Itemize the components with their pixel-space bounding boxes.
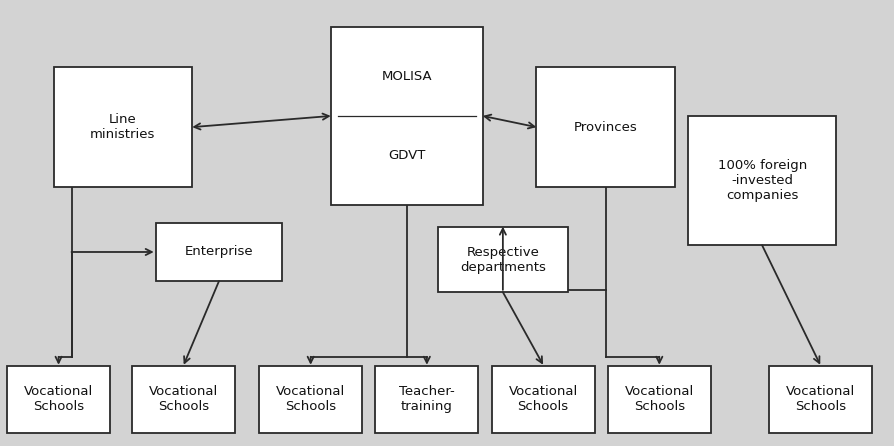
FancyBboxPatch shape [331,27,483,205]
FancyBboxPatch shape [259,366,362,433]
Text: Line
ministries: Line ministries [90,113,156,141]
FancyBboxPatch shape [156,223,282,281]
FancyArrowPatch shape [502,292,542,363]
FancyBboxPatch shape [769,366,872,433]
FancyArrowPatch shape [485,115,535,128]
FancyArrowPatch shape [656,357,662,363]
FancyArrowPatch shape [55,357,62,363]
FancyBboxPatch shape [608,366,711,433]
Text: Vocational
Schools: Vocational Schools [149,385,218,413]
FancyBboxPatch shape [132,366,235,433]
Text: 100% foreign
-invested
companies: 100% foreign -invested companies [718,159,806,202]
FancyBboxPatch shape [438,227,568,292]
FancyBboxPatch shape [7,366,110,433]
Text: Provinces: Provinces [574,120,637,134]
FancyArrowPatch shape [762,245,820,363]
FancyBboxPatch shape [54,67,192,187]
Text: Vocational
Schools: Vocational Schools [625,385,694,413]
FancyArrowPatch shape [424,357,430,363]
FancyBboxPatch shape [492,366,595,433]
Text: Vocational
Schools: Vocational Schools [276,385,345,413]
FancyArrowPatch shape [308,357,314,363]
Text: MOLISA: MOLISA [382,70,432,83]
Text: GDVT: GDVT [388,149,426,162]
FancyBboxPatch shape [536,67,675,187]
FancyArrowPatch shape [500,229,506,290]
Text: Vocational
Schools: Vocational Schools [24,385,93,413]
Text: Teacher-
training: Teacher- training [399,385,455,413]
FancyArrowPatch shape [72,249,152,255]
Text: Respective
departments: Respective departments [460,246,546,274]
Text: Vocational
Schools: Vocational Schools [786,385,855,413]
Text: Vocational
Schools: Vocational Schools [509,385,578,413]
FancyBboxPatch shape [375,366,478,433]
Text: Enterprise: Enterprise [185,245,253,259]
FancyArrowPatch shape [194,114,329,129]
FancyBboxPatch shape [688,116,836,245]
FancyArrowPatch shape [184,281,219,363]
